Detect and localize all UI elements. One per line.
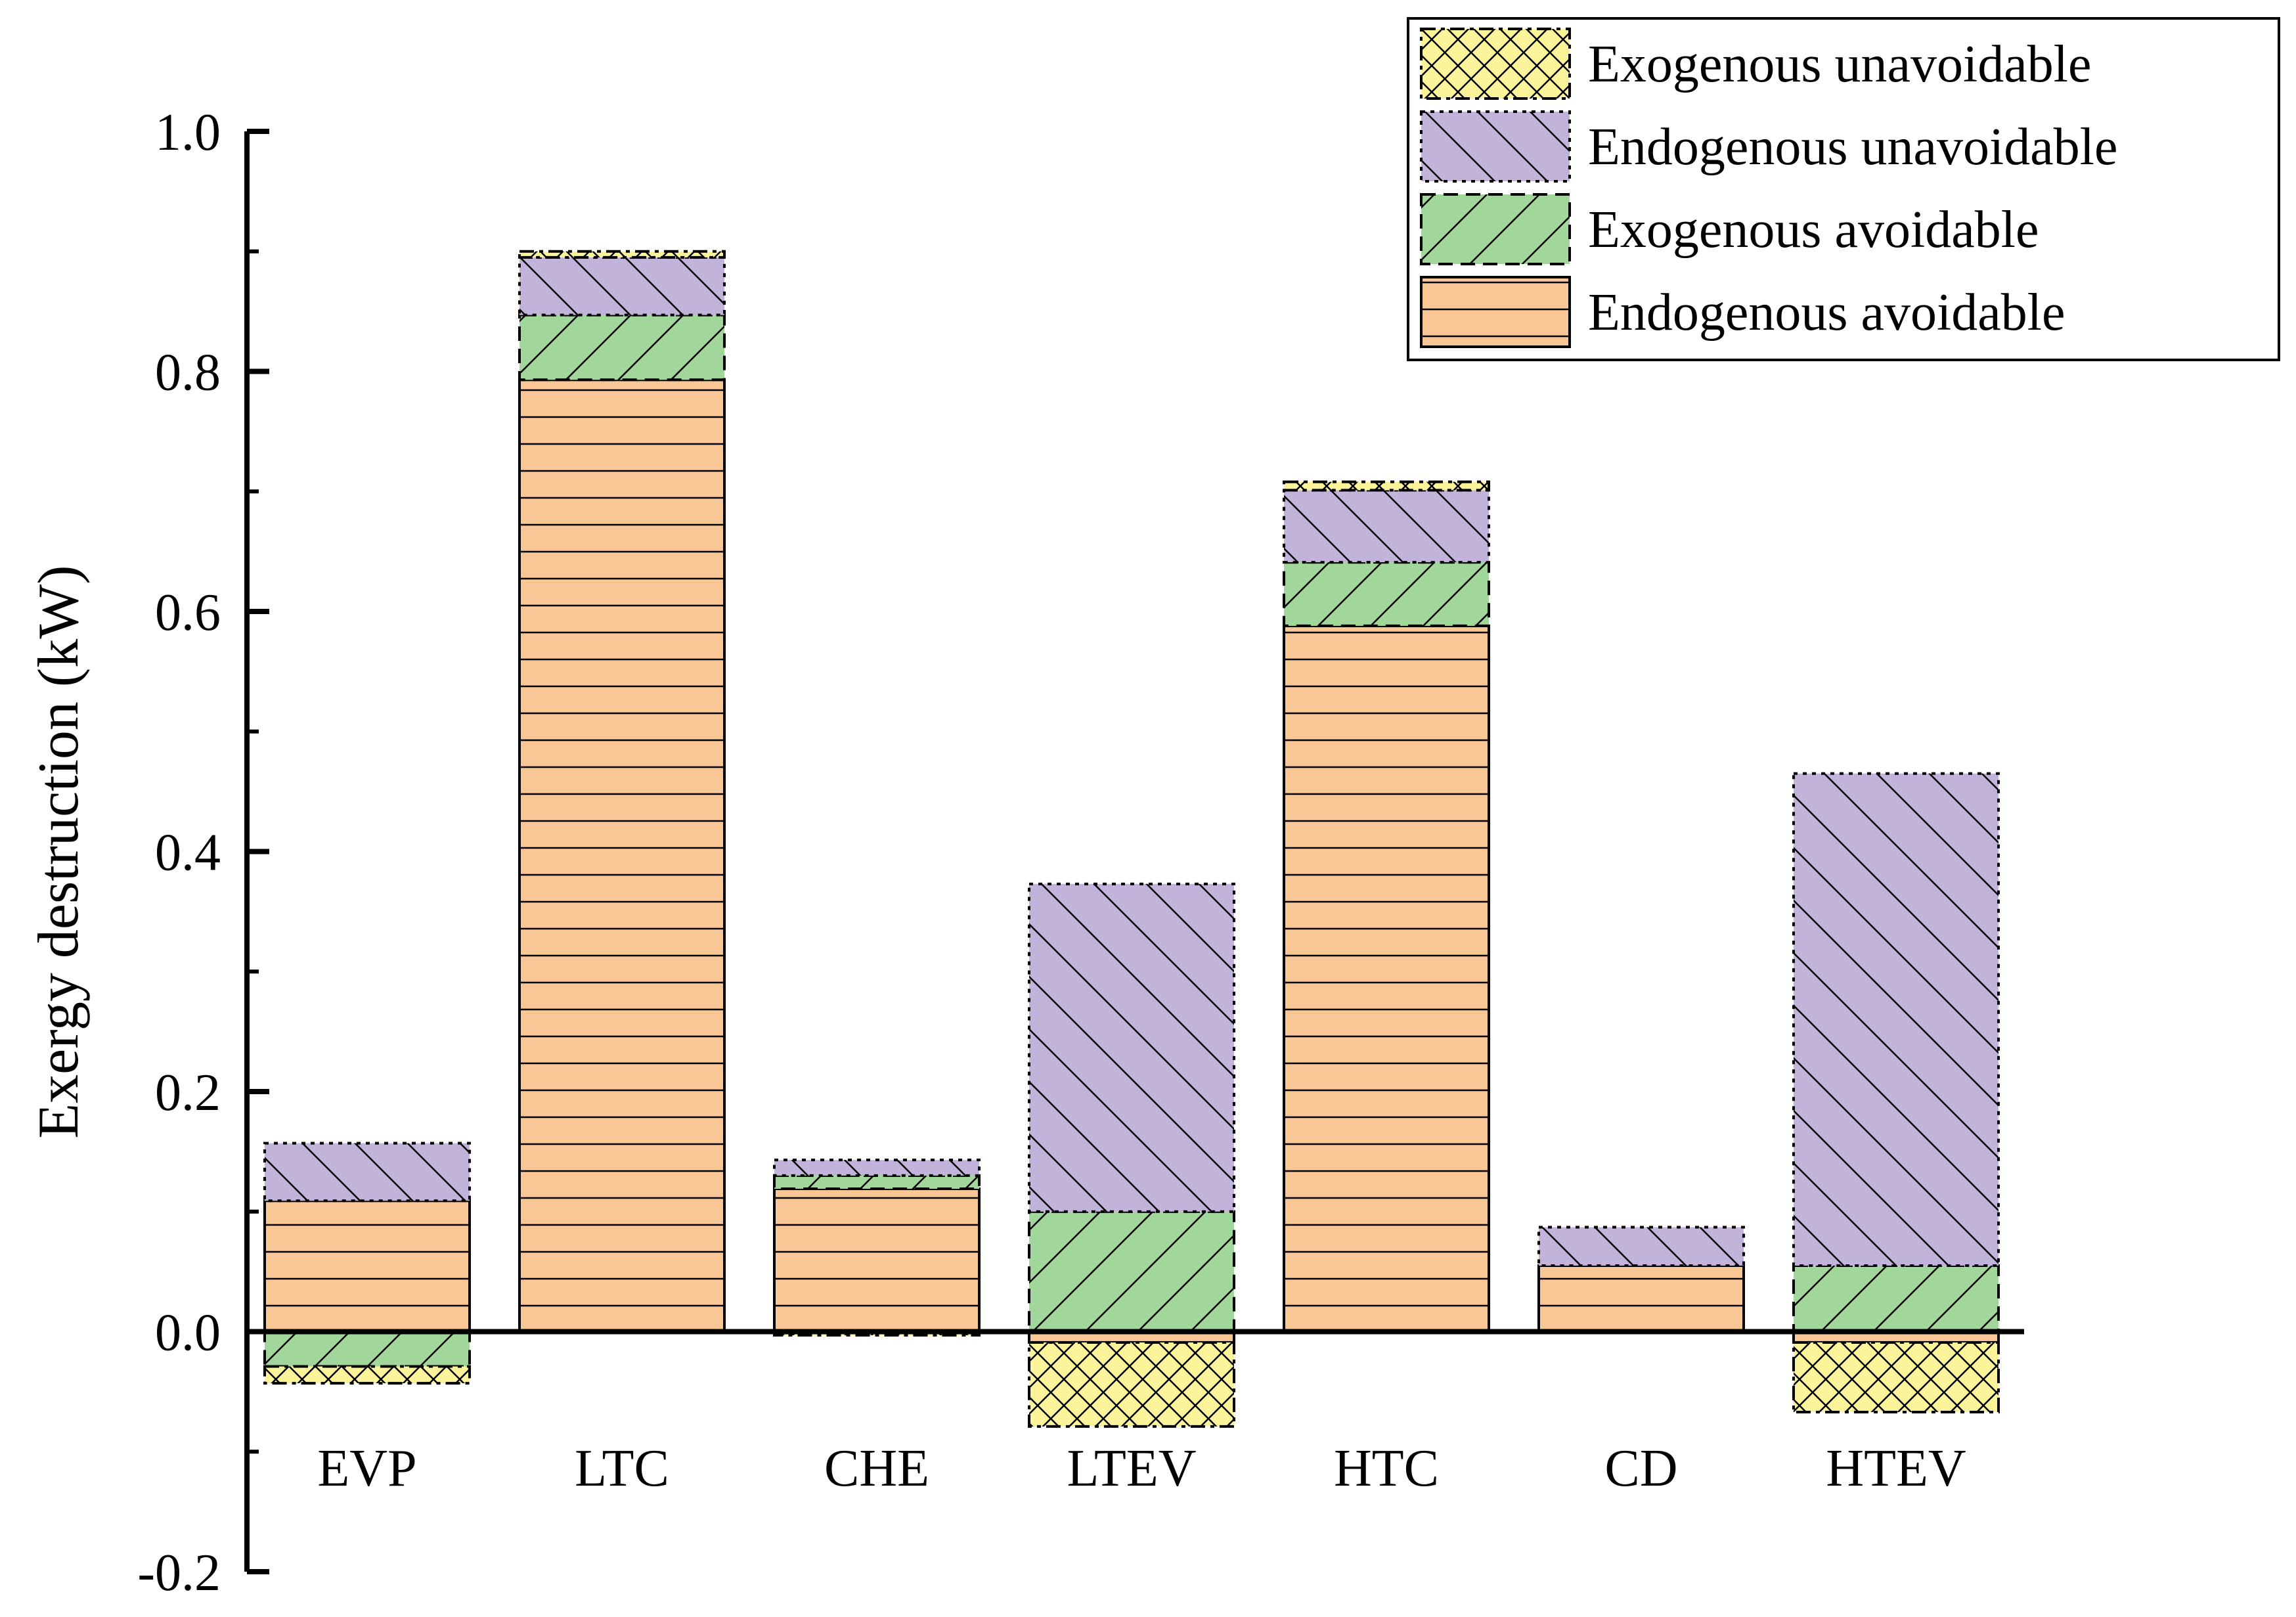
bar-segment-pattern <box>519 257 724 315</box>
y-tick-label: 0.4 <box>155 824 221 882</box>
bar-segment <box>1792 1340 2000 1413</box>
bar-segment-border <box>1028 882 1235 1213</box>
y-tick-label: 1.0 <box>155 104 221 162</box>
bar-segment <box>1792 1330 2000 1344</box>
legend-item: Endogenous avoidable <box>1420 276 2065 348</box>
bar-segment-pattern <box>1284 562 1489 626</box>
bar-segment <box>263 1330 471 1368</box>
legend-swatch-pattern <box>1421 112 1570 181</box>
bar-segment-pattern <box>1029 1211 1234 1332</box>
x-category-label: CHE <box>824 1440 929 1497</box>
bar-segment-pattern <box>519 251 724 257</box>
legend-swatch-pattern <box>1421 194 1570 264</box>
bar-segment-pattern <box>774 1189 979 1332</box>
bar-segment-pattern <box>1794 1265 1998 1332</box>
bar-segment <box>1792 772 2000 1267</box>
bar-segment <box>518 250 726 259</box>
legend-swatch-border <box>1420 193 1571 265</box>
bar-segment-pattern <box>519 315 724 380</box>
legend-label: Endogenous avoidable <box>1588 284 2065 342</box>
bar-segment <box>773 1187 981 1333</box>
x-category-label: HTC <box>1334 1440 1439 1497</box>
bar-segment-border <box>1792 1340 2000 1413</box>
bar-segment <box>518 313 726 382</box>
bar-segment-pattern <box>1029 1331 1234 1342</box>
bar-segment-border <box>1537 1226 1745 1267</box>
bar-segment <box>1028 1340 1235 1428</box>
bar-segment-border <box>263 1365 471 1385</box>
bar-segment <box>1283 561 1490 627</box>
x-category-labels: EVP LTC CHE LTEV HTC CD HTEV <box>317 1440 1966 1497</box>
y-tick-label: 0.8 <box>155 344 221 402</box>
bar-segment-pattern <box>1284 625 1489 1332</box>
x-category-label: LTEV <box>1067 1440 1196 1497</box>
bar-segment <box>1283 624 1490 1333</box>
bar-segment <box>1792 1264 2000 1333</box>
legend-swatch-border <box>1420 28 1571 100</box>
y-tick-label: -0.2 <box>137 1544 221 1602</box>
x-category-label: EVP <box>317 1440 416 1497</box>
legend-item: Exogenous unavoidable <box>1420 28 2091 100</box>
x-category-label: LTC <box>575 1440 669 1497</box>
legend-label: Exogenous avoidable <box>1588 201 2039 259</box>
bar-segment <box>1537 1264 1745 1333</box>
bar-segment <box>773 1174 981 1191</box>
bar-segment-pattern <box>1794 773 1998 1266</box>
bar-segment-border <box>263 1141 471 1203</box>
bars-layer <box>263 250 2000 1428</box>
bar-segment-pattern <box>1284 490 1489 563</box>
bar-segment-pattern <box>1029 883 1234 1212</box>
bar-segment-pattern <box>1794 1331 1998 1342</box>
x-category-label: CD <box>1604 1440 1677 1497</box>
y-tick-label: 0.2 <box>155 1064 221 1122</box>
y-tick-label: 0.6 <box>155 584 221 642</box>
y-tick-label: 0.0 <box>155 1304 221 1362</box>
bar-segment <box>1028 882 1235 1213</box>
bar-segment <box>773 1159 981 1177</box>
bar-segment-pattern <box>265 1201 470 1332</box>
bar-segment <box>263 1141 471 1203</box>
bar-segment-pattern <box>774 1160 979 1176</box>
bar-segment <box>518 255 726 317</box>
bar-segment-border <box>1792 772 2000 1267</box>
bar-segment <box>263 1199 471 1333</box>
bar-segment-pattern <box>1539 1227 1744 1266</box>
bar-segment-border <box>773 1159 981 1177</box>
bar-segment <box>1537 1226 1745 1267</box>
legend: Exogenous unavoidable Endogenous unavoida… <box>1407 17 2280 361</box>
bar-segment <box>518 378 726 1333</box>
bar-segment-pattern <box>265 1143 470 1201</box>
y-axis: -0.2 0.0 0.2 0.4 0.6 0.8 1.0 <box>137 104 269 1602</box>
x-category-label: HTEV <box>1826 1440 1966 1497</box>
legend-item: Exogenous avoidable <box>1420 193 2039 265</box>
bar-segment-pattern <box>774 1175 979 1189</box>
bar-segment-pattern <box>1539 1265 1744 1332</box>
legend-swatch-pattern <box>1421 29 1570 99</box>
bar-segment-pattern <box>1284 481 1489 491</box>
legend-items: Exogenous unavoidable Endogenous unavoida… <box>1420 28 2117 348</box>
legend-swatch-pattern <box>1421 277 1570 347</box>
y-axis-title: Exergy destruction (kW) <box>27 565 91 1138</box>
bar-segment-pattern <box>519 380 724 1332</box>
bar-segment <box>1283 480 1490 492</box>
bar-segment <box>263 1365 471 1385</box>
legend-label: Endogenous unavoidable <box>1588 118 2117 176</box>
bar-segment <box>1028 1210 1235 1333</box>
legend-swatch-border <box>1420 110 1571 183</box>
bar-segment-pattern <box>265 1331 470 1367</box>
legend-item: Endogenous unavoidable <box>1420 110 2117 183</box>
bar-segment-pattern <box>265 1366 470 1384</box>
bar-segment-border <box>1283 480 1490 492</box>
legend-label: Exogenous unavoidable <box>1588 35 2091 93</box>
legend-swatch-border <box>1420 276 1571 348</box>
bar-segment-border <box>518 250 726 259</box>
bar-segment-pattern <box>1794 1342 1998 1412</box>
bar-segment-pattern <box>1029 1342 1234 1427</box>
bar-segment <box>1283 489 1490 564</box>
